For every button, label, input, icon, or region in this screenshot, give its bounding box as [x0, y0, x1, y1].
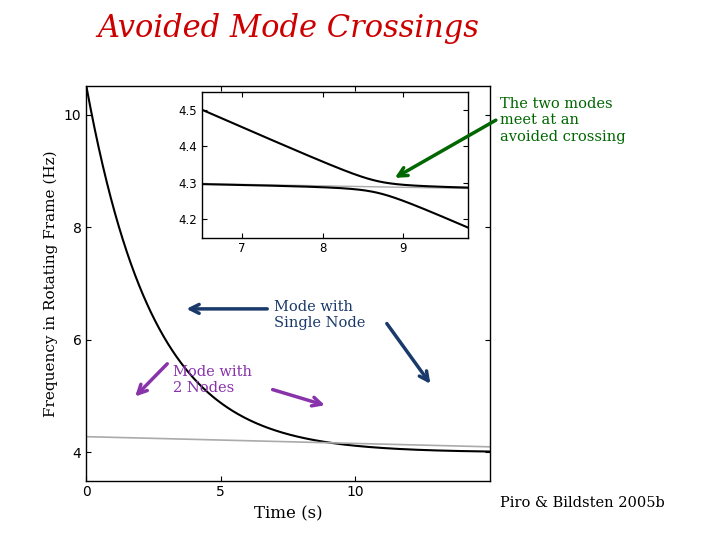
Y-axis label: Frequency in Rotating Frame (Hz): Frequency in Rotating Frame (Hz) — [44, 150, 58, 417]
Text: Mode with
2 Nodes: Mode with 2 Nodes — [173, 364, 252, 395]
X-axis label: Time (s): Time (s) — [253, 505, 323, 522]
Text: Piro & Bildsten 2005b: Piro & Bildsten 2005b — [500, 496, 665, 510]
Text: The two modes
meet at an
avoided crossing: The two modes meet at an avoided crossin… — [500, 97, 626, 144]
Text: Mode with
Single Node: Mode with Single Node — [274, 300, 365, 330]
Text: Avoided Mode Crossings: Avoided Mode Crossings — [97, 14, 479, 44]
